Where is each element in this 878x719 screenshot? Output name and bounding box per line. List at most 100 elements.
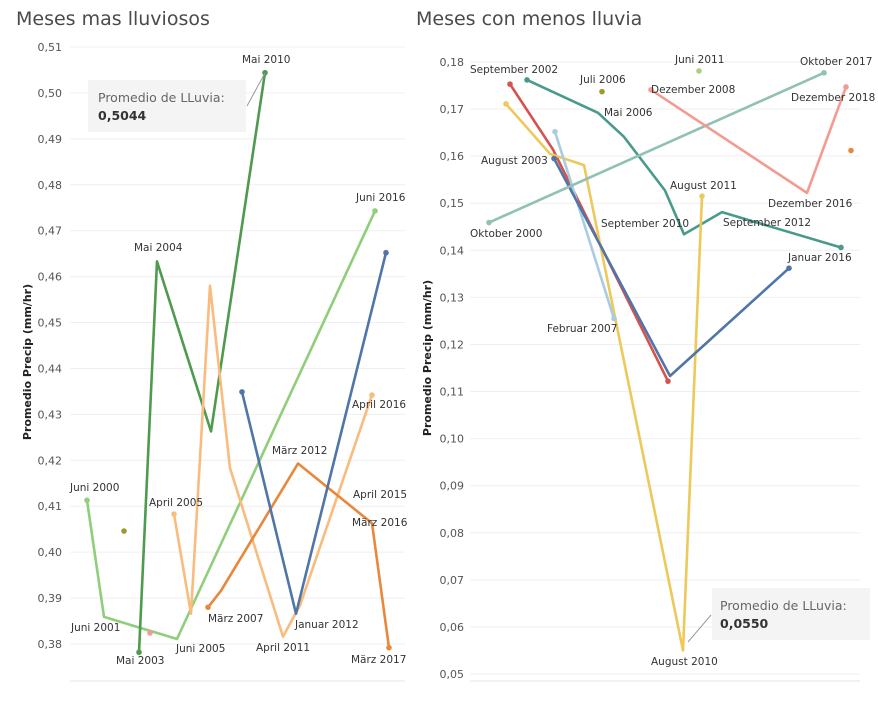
right-data-point — [848, 147, 854, 154]
right-y-tick-label: 0,16 — [440, 150, 465, 163]
right-series — [486, 68, 854, 652]
left-series-line — [240, 251, 388, 615]
left-data-point — [369, 392, 375, 398]
left-series-line — [85, 209, 377, 641]
left-data-point — [239, 389, 245, 395]
right-data-point — [786, 265, 792, 271]
left-y-tick-label: 0,48 — [38, 179, 63, 192]
left-point-label: März 2017 — [351, 654, 406, 666]
left-chart: Meses mas lluviosos 0,38 0,39 0,40 0,41 0,42… — [16, 8, 408, 682]
left-point-label: April 2011 — [256, 642, 310, 654]
right-point-label: Dezember 2016 — [768, 198, 853, 210]
left-y-tick-label: 0,40 — [38, 546, 63, 559]
left-y-tick-label: 0,42 — [38, 454, 63, 467]
right-point-label: August 2003 — [481, 155, 548, 167]
right-data-point — [699, 193, 705, 199]
left-y-tick-label: 0,50 — [38, 87, 63, 100]
right-y-tick-label: 0,18 — [440, 56, 465, 69]
left-point-label: Mai 2003 — [116, 655, 164, 667]
left-y-tick-label: 0,43 — [38, 408, 63, 421]
right-data-point — [843, 84, 849, 90]
left-series-line — [137, 71, 267, 654]
left-y-tick-label: 0,39 — [38, 592, 63, 605]
right-point-label: Oktober 2017 — [800, 56, 872, 68]
left-point-label: März 2016 — [352, 517, 408, 529]
left-point-label: Mai 2010 — [242, 54, 290, 66]
right-data-point — [524, 77, 530, 83]
right-y-tick-label: 0,13 — [440, 291, 465, 304]
right-data-point — [599, 88, 605, 95]
left-point-label: März 2007 — [208, 613, 263, 625]
left-data-point — [84, 497, 90, 504]
right-data-point — [552, 128, 558, 135]
right-chart-title: Meses con menos lluvia — [416, 8, 642, 30]
left-y-tick-label: 0,44 — [38, 362, 63, 375]
right-point-label: September 2002 — [470, 64, 558, 76]
right-point-label: Dezember 2018 — [791, 92, 875, 104]
right-point-labels: September 2002 Juli 2006 Juni 2011 Oktober … — [470, 54, 875, 668]
right-y-ticks: 0,05 0,06 0,07 0,08 0,09 0,10 0,11 0,12 0,13 0,14… — [440, 56, 465, 681]
left-point-label: April 2015 — [353, 489, 407, 501]
right-point-label: September 2010 — [601, 218, 689, 230]
left-point-label: April 2016 — [352, 399, 406, 411]
right-y-tick-label: 0,05 — [440, 668, 465, 681]
right-y-tick-label: 0,11 — [440, 386, 465, 399]
right-series-line — [553, 130, 616, 320]
right-point-label: September 2012 — [723, 217, 811, 229]
right-gridlines — [470, 61, 860, 682]
right-y-axis-label: Promedio Precip (mm/hr) — [421, 280, 434, 436]
right-point-label: August 2010 — [651, 656, 718, 668]
right-data-point — [507, 81, 513, 87]
right-annotation: Promedio de LLuvia: 0,0550 — [687, 588, 870, 643]
right-data-point — [551, 155, 557, 162]
left-point-label: Juni 2001 — [70, 622, 120, 634]
left-gridlines — [70, 46, 405, 682]
right-series-line — [649, 85, 848, 195]
right-point-label: Oktober 2000 — [470, 228, 542, 240]
left-data-point — [121, 528, 127, 534]
left-data-point — [205, 604, 211, 611]
left-annotation-title: Promedio de LLuvia: — [98, 90, 225, 105]
right-series-line — [552, 157, 791, 378]
left-point-label: Januar 2012 — [294, 619, 359, 631]
right-data-point — [503, 101, 509, 107]
left-y-tick-label: 0,51 — [38, 41, 63, 54]
left-point-label: April 2005 — [149, 497, 203, 509]
right-y-tick-label: 0,15 — [440, 197, 465, 210]
right-point-label: Juli 2006 — [579, 74, 626, 86]
right-data-point — [665, 378, 671, 384]
left-annotation: Promedio de LLuvia: 0,5044 — [88, 72, 266, 132]
left-data-point — [136, 649, 142, 656]
right-y-tick-label: 0,12 — [440, 338, 465, 351]
left-y-tick-label: 0,47 — [38, 225, 63, 238]
right-point-label: August 2011 — [670, 180, 737, 192]
right-chart: Meses con menos lluvia 0,050,060,070,080… — [416, 8, 875, 682]
left-data-point — [386, 644, 392, 651]
right-point-label: Januar 2016 — [787, 252, 852, 264]
left-point-label: Juni 2016 — [355, 192, 406, 204]
left-data-point — [147, 630, 153, 636]
right-data-point — [821, 70, 827, 76]
left-y-tick-label: 0,46 — [38, 271, 63, 284]
right-y-tick-label: 0,06 — [440, 621, 465, 634]
right-point-label: Mai 2006 — [604, 107, 653, 119]
left-annotation-box — [88, 80, 246, 132]
left-series-line — [206, 462, 391, 649]
right-point-label: Dezember 2008 — [651, 84, 735, 96]
right-annotation-box — [712, 588, 870, 640]
left-y-axis-label: Promedio Precip (mm/hr) — [21, 284, 34, 440]
left-y-ticks: 0,38 0,39 0,40 0,41 0,42 0,43 0,44 0,45 0,46 0,47… — [38, 41, 63, 651]
right-data-point — [838, 244, 844, 251]
right-annotation-title: Promedio de LLuvia: — [720, 598, 847, 613]
left-annotation-value: 0,5044 — [98, 108, 147, 123]
left-point-labels: Juni 2000 Juni 2001 Mai 2003 Mai 2004 April … — [69, 54, 408, 667]
left-point-label: Mai 2004 — [134, 242, 183, 254]
right-y-tick-label: 0,09 — [440, 480, 465, 493]
right-series-line — [487, 71, 826, 224]
left-y-tick-label: 0,45 — [38, 317, 63, 330]
left-point-label: März 2012 — [272, 445, 327, 457]
right-annotation-value: 0,0550 — [720, 616, 769, 631]
left-data-point — [383, 249, 389, 256]
left-data-point — [171, 511, 177, 517]
